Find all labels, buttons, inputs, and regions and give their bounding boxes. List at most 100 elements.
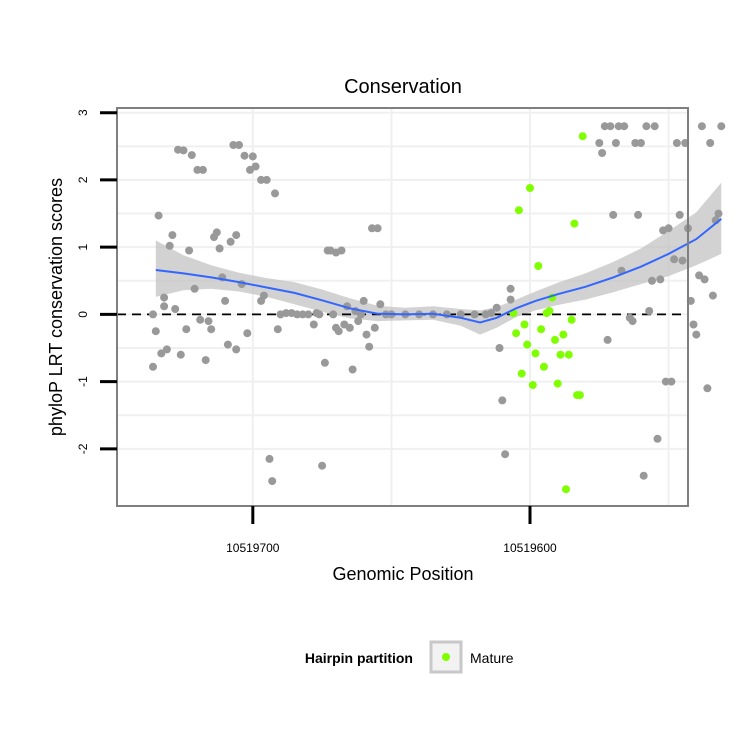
point-mature [523, 340, 532, 349]
plot-frame [116, 107, 689, 507]
point-other [661, 377, 670, 386]
point-other [149, 310, 157, 319]
point-mature [531, 349, 540, 358]
point-other [614, 122, 623, 131]
point-other [262, 175, 271, 184]
point-other [273, 325, 282, 334]
legend: Hairpin partition Mature [305, 640, 514, 674]
point-other [248, 152, 257, 161]
point-other [185, 246, 194, 255]
point-other [603, 335, 612, 344]
point-other [304, 310, 313, 319]
point-other [631, 139, 640, 147]
y-axis-title: phyloP LRT conservation scores [46, 178, 66, 436]
point-other [642, 122, 651, 131]
point-other [628, 317, 637, 326]
point-mature [537, 325, 546, 334]
point-other [232, 345, 241, 354]
point-mature [578, 132, 587, 141]
point-other [221, 296, 230, 305]
x-axis-title: Genomic Position [332, 564, 473, 584]
point-other [470, 310, 479, 319]
point-other [595, 139, 604, 147]
point-other [243, 329, 252, 338]
point-other [648, 276, 656, 285]
point-other [334, 327, 343, 336]
point-other [362, 330, 371, 339]
point-other [190, 284, 199, 293]
point-mature [553, 379, 562, 388]
point-other [714, 209, 723, 218]
y-tick-label: 1 [76, 244, 90, 251]
point-other [226, 237, 235, 246]
point-mature [551, 335, 559, 344]
point-mature [520, 320, 529, 329]
point-other [154, 211, 163, 220]
point-other [689, 320, 698, 329]
point-other [293, 310, 302, 319]
x-tick-label: 10519600 [503, 541, 557, 555]
point-mature [559, 330, 568, 339]
point-other [265, 454, 274, 463]
point-mature [539, 362, 548, 371]
y-tick-label: -1 [76, 376, 90, 387]
point-other [240, 151, 249, 160]
point-other [201, 356, 210, 365]
point-other [695, 271, 704, 280]
point-other [365, 342, 374, 351]
point-other [165, 241, 174, 250]
chart-title: Conservation [344, 76, 462, 98]
point-mature [534, 262, 543, 270]
point-other [368, 224, 376, 233]
legend-item-label: Mature [470, 650, 514, 666]
point-other [229, 141, 238, 149]
data-points [149, 122, 726, 494]
point-other [232, 231, 241, 240]
y-tick-label: 0 [76, 311, 90, 318]
point-mature [575, 391, 584, 400]
plot-area [116, 107, 726, 507]
point-other [634, 210, 643, 219]
point-other [650, 122, 659, 131]
point-other [678, 256, 687, 265]
point-other [198, 165, 207, 174]
point-other [653, 434, 662, 443]
point-other [670, 255, 679, 264]
point-other [251, 162, 260, 171]
point-other [708, 291, 717, 300]
point-other [692, 330, 701, 339]
point-other [179, 146, 188, 155]
point-other [456, 310, 465, 319]
point-mature [562, 485, 570, 494]
point-other [354, 317, 363, 326]
point-other [215, 244, 224, 253]
point-other [606, 122, 615, 131]
legend-title: Hairpin partition [305, 650, 413, 666]
point-mature [564, 350, 573, 359]
point-other [259, 291, 268, 300]
point-other [664, 224, 673, 233]
point-other [487, 309, 496, 318]
point-other [337, 246, 346, 255]
point-other [667, 377, 676, 386]
point-other [268, 477, 277, 486]
point-other [356, 310, 365, 319]
point-other [639, 471, 648, 480]
point-other [717, 122, 726, 131]
point-other [282, 309, 291, 318]
y-tick-label: 2 [76, 176, 90, 183]
point-mature [514, 206, 523, 215]
point-other [151, 327, 160, 336]
point-other [235, 141, 243, 149]
point-mature [517, 369, 526, 378]
point-other [672, 139, 681, 147]
point-other [271, 189, 279, 198]
point-other [359, 296, 368, 305]
point-mature [570, 219, 579, 228]
point-other [160, 293, 169, 302]
point-other [506, 284, 515, 293]
point-other [149, 362, 157, 371]
point-other [609, 210, 618, 219]
point-mature [545, 307, 554, 315]
point-other [498, 396, 507, 405]
